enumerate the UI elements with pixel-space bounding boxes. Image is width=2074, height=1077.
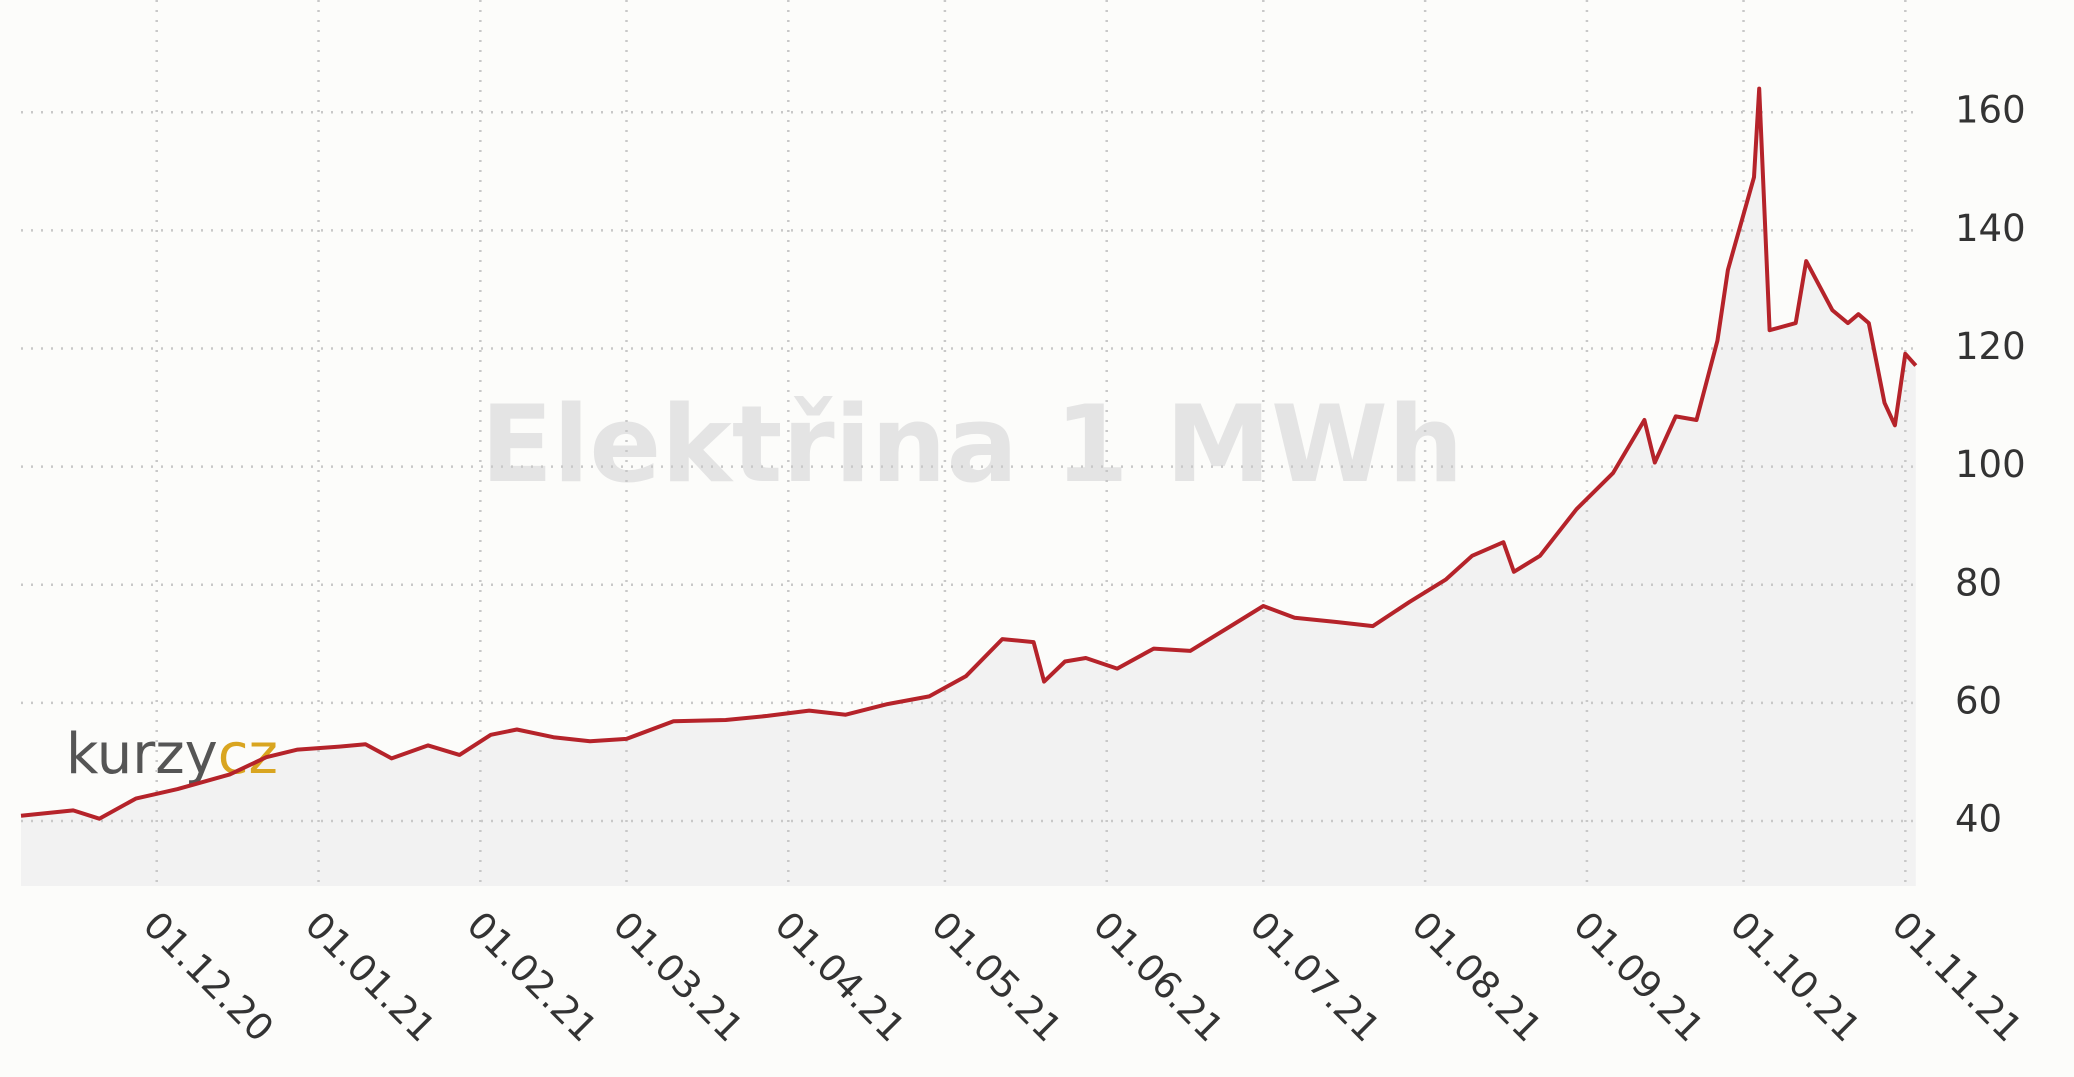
logo-part: kurzy [66,722,218,787]
x-tick-label: 01.01.21 [297,903,444,1050]
area [21,88,1916,887]
y-tick-label: 120 [1955,325,2026,368]
y-tick-label: 100 [1955,443,2026,486]
x-tick-label: 01.07.21 [1242,903,1389,1050]
y-tick-label: 60 [1955,679,2002,722]
x-tick-label: 01.08.21 [1403,903,1550,1050]
x-tick-label: 01.09.21 [1565,903,1712,1050]
y-tick-label: 160 [1955,89,2026,132]
x-tick-label: 01.06.21 [1085,903,1232,1050]
line [20,86,1918,821]
x-tick-label: 01.12.20 [135,903,282,1050]
y-tick-label: 80 [1955,561,2002,604]
logo: kurzycz [66,722,278,787]
x-tick-label: 01.02.21 [459,903,606,1050]
x-tick-label: 01.10.21 [1722,903,1869,1050]
y-tick-label: 140 [1955,207,2026,250]
x-tick-label: 01.05.21 [923,903,1070,1050]
watermark-title: Elektřina 1 MWh [481,383,1464,506]
x-tick-label: 01.11.21 [1884,903,2031,1050]
y-tick-label: 40 [1955,798,2002,841]
x-tick-label: 01.03.21 [605,903,752,1050]
x-tick-label: 01.04.21 [767,903,914,1050]
